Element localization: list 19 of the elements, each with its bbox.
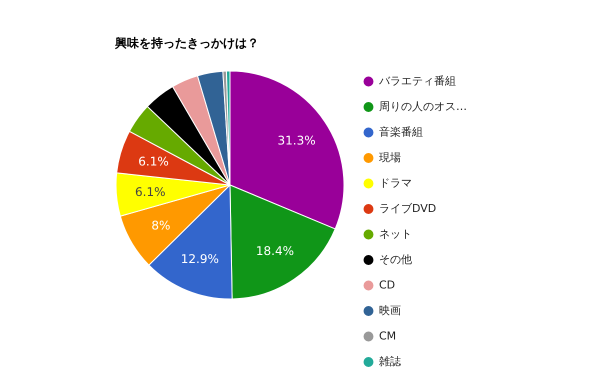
legend-label: ネット — [379, 228, 412, 240]
legend-label: 音楽番組 — [379, 126, 423, 138]
legend-label: 現場 — [379, 151, 401, 164]
legend-label: CD — [379, 278, 396, 292]
legend-label: CM — [379, 330, 396, 342]
legend-label: ライブDVD — [379, 202, 436, 215]
data-label: 6.1% — [138, 154, 169, 168]
chart-title: 興味を持ったきっかけは？ — [114, 36, 259, 50]
data-label: 18.4% — [256, 244, 294, 258]
legend-label: その他 — [379, 253, 412, 266]
legend-label: 雑誌 — [379, 355, 401, 368]
legend-label: 周りの人のオス… — [379, 100, 467, 113]
data-label: 12.9% — [180, 252, 219, 266]
legend-label: ドラマ — [379, 176, 412, 190]
data-label: 31.3% — [278, 134, 316, 148]
legend-label: 映画 — [379, 304, 401, 317]
legend-label: バラエティ番組 — [378, 74, 456, 88]
data-label: 8% — [151, 218, 170, 232]
data-label: 6.1% — [135, 184, 166, 199]
